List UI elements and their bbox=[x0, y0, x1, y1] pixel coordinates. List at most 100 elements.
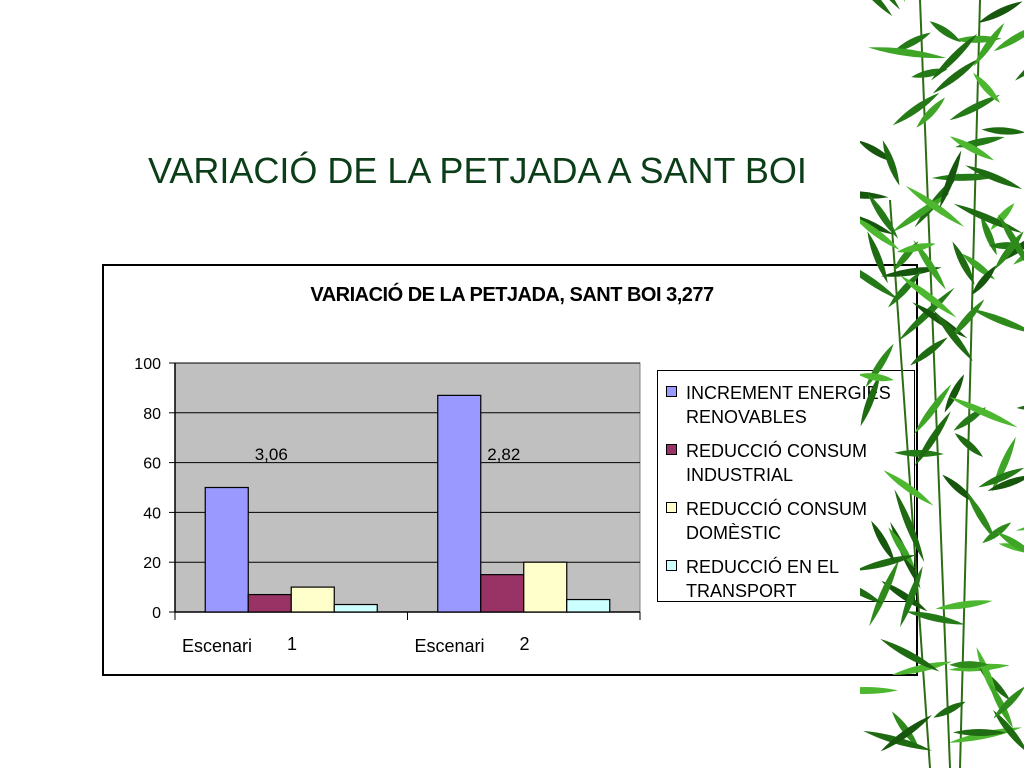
bamboo-leaf bbox=[860, 374, 881, 427]
bamboo-leaf bbox=[914, 384, 952, 435]
bamboo-leaf bbox=[894, 449, 944, 457]
bamboo-leaf bbox=[1015, 47, 1024, 81]
bamboo-leaves-decoration bbox=[860, 0, 1024, 768]
bamboo-leaf bbox=[900, 566, 923, 628]
bamboo-leaf bbox=[860, 0, 893, 17]
bamboo-leaf bbox=[865, 343, 894, 388]
bamboo-leaf bbox=[933, 310, 973, 362]
y-tick-label: 100 bbox=[134, 356, 161, 373]
bamboo-leaf bbox=[965, 165, 1023, 189]
legend-swatch bbox=[666, 386, 677, 397]
chart-frame: 0 20 40 60 80 100 Escenari 1 3,06 Escenari 2 2,82 V… bbox=[102, 264, 918, 676]
bamboo-leaf bbox=[905, 611, 965, 625]
bamboo-leaf bbox=[860, 578, 883, 604]
bar bbox=[204, 486, 249, 613]
bamboo-leaf bbox=[935, 600, 993, 610]
bamboo-leaf bbox=[994, 231, 1024, 270]
bamboo-leaf bbox=[892, 92, 940, 126]
bamboo-leaf bbox=[954, 433, 983, 457]
bamboo-leaf bbox=[997, 532, 1024, 556]
y-tick-label: 20 bbox=[143, 555, 161, 572]
bamboo-leaf bbox=[949, 136, 995, 161]
bamboo-leaf bbox=[978, 467, 1024, 488]
bamboo-leaf bbox=[987, 475, 1024, 491]
bamboo-leaf bbox=[860, 212, 894, 235]
bamboo-leaf bbox=[883, 470, 934, 506]
bamboo-leaf bbox=[949, 94, 1001, 121]
bamboo-leaf bbox=[993, 24, 1024, 52]
legend-label: REDUCCIÓ CONSUM INDUSTRIAL bbox=[686, 441, 868, 485]
bamboo-leaf bbox=[944, 374, 965, 413]
bamboo-leaf bbox=[950, 299, 985, 339]
bamboo-leaf bbox=[860, 259, 899, 300]
bamboo-leaf bbox=[916, 97, 946, 128]
bamboo-leaf bbox=[860, 373, 894, 382]
bamboo-leaf bbox=[966, 492, 995, 540]
bamboo-leaf bbox=[910, 337, 948, 366]
bamboo-leaf bbox=[869, 559, 900, 627]
bamboo-leaf bbox=[952, 241, 975, 285]
bar bbox=[480, 574, 525, 613]
y-tick-label: 0 bbox=[152, 605, 161, 622]
bamboo-leaf bbox=[860, 215, 900, 250]
x-tick-label: Escenari bbox=[415, 636, 485, 656]
bamboo-leaf bbox=[881, 580, 928, 612]
bamboo-leaf bbox=[899, 274, 957, 318]
slide-title: VARIACIÓ DE LA PETJADA A SANT BOI bbox=[148, 150, 807, 191]
bamboo-leaf bbox=[949, 396, 1018, 428]
bamboo-leaf bbox=[905, 185, 965, 227]
bamboo-leaf bbox=[1016, 403, 1024, 411]
data-annotation: 2,82 bbox=[487, 445, 520, 464]
bamboo-leaf bbox=[949, 661, 989, 669]
bamboo-leaf bbox=[913, 240, 946, 290]
bamboo-leaf bbox=[973, 72, 1000, 104]
bamboo-leaf bbox=[982, 522, 1012, 544]
bamboo-leaf bbox=[880, 715, 933, 752]
bar bbox=[566, 598, 611, 613]
bamboo-leaf bbox=[993, 710, 1024, 753]
bamboo-leaf bbox=[981, 127, 1024, 135]
bamboo-leaf bbox=[891, 661, 952, 675]
legend-swatch bbox=[666, 502, 677, 513]
bamboo-leaf bbox=[932, 58, 979, 94]
chart-title: VARIACIÓ DE LA PETJADA, SANT BOI 3,277 bbox=[310, 284, 714, 306]
bamboo-leaf bbox=[970, 308, 1024, 334]
bamboo-leaf bbox=[871, 520, 895, 562]
bamboo-leaf bbox=[988, 681, 1014, 729]
y-tick-label: 60 bbox=[143, 456, 161, 473]
bamboo-leaf bbox=[860, 687, 899, 694]
bar bbox=[437, 394, 482, 613]
legend-swatch bbox=[666, 444, 677, 455]
bamboo-leaf bbox=[882, 140, 900, 186]
legend-label: REDUCCIÓ EN EL TRANSPORT bbox=[686, 557, 839, 601]
bamboo-leaf bbox=[948, 663, 1010, 672]
bamboo-leaf bbox=[929, 21, 961, 43]
bamboo-stem bbox=[959, 0, 981, 768]
bar bbox=[523, 561, 568, 613]
bamboo-leaf bbox=[952, 729, 1007, 737]
x-tick-number: 1 bbox=[287, 634, 297, 654]
bamboo-leaf bbox=[930, 33, 978, 81]
bar bbox=[333, 603, 378, 613]
bamboo-leaf bbox=[860, 140, 893, 162]
legend-swatch bbox=[666, 560, 677, 571]
bamboo-stem bbox=[919, 0, 951, 768]
bamboo-leaf bbox=[880, 638, 940, 672]
x-tick-number: 2 bbox=[520, 634, 530, 654]
bamboo-leaf bbox=[942, 474, 976, 503]
bamboo-leaf bbox=[860, 191, 889, 199]
bamboo-leaf bbox=[867, 47, 947, 59]
y-tick-label: 80 bbox=[143, 406, 161, 423]
bamboo-leaf bbox=[867, 193, 898, 239]
y-tick-label: 40 bbox=[143, 505, 161, 522]
bar bbox=[290, 586, 335, 613]
bar-chart: 0 20 40 60 80 100 Escenari 1 3,06 Escenari 2 2,82 bbox=[134, 356, 641, 656]
bamboo-leaf bbox=[881, 267, 942, 277]
bar bbox=[247, 593, 292, 613]
bamboo-leaf bbox=[914, 411, 951, 467]
legend-label: INCREMENT ENERGIES RENOVABLES bbox=[686, 383, 891, 427]
bamboo-leaf bbox=[860, 554, 917, 571]
legend-label: REDUCCIÓ CONSUM DOMÈSTIC bbox=[686, 499, 868, 543]
x-tick-label: Escenari bbox=[182, 636, 252, 656]
bamboo-leaf bbox=[867, 231, 888, 284]
